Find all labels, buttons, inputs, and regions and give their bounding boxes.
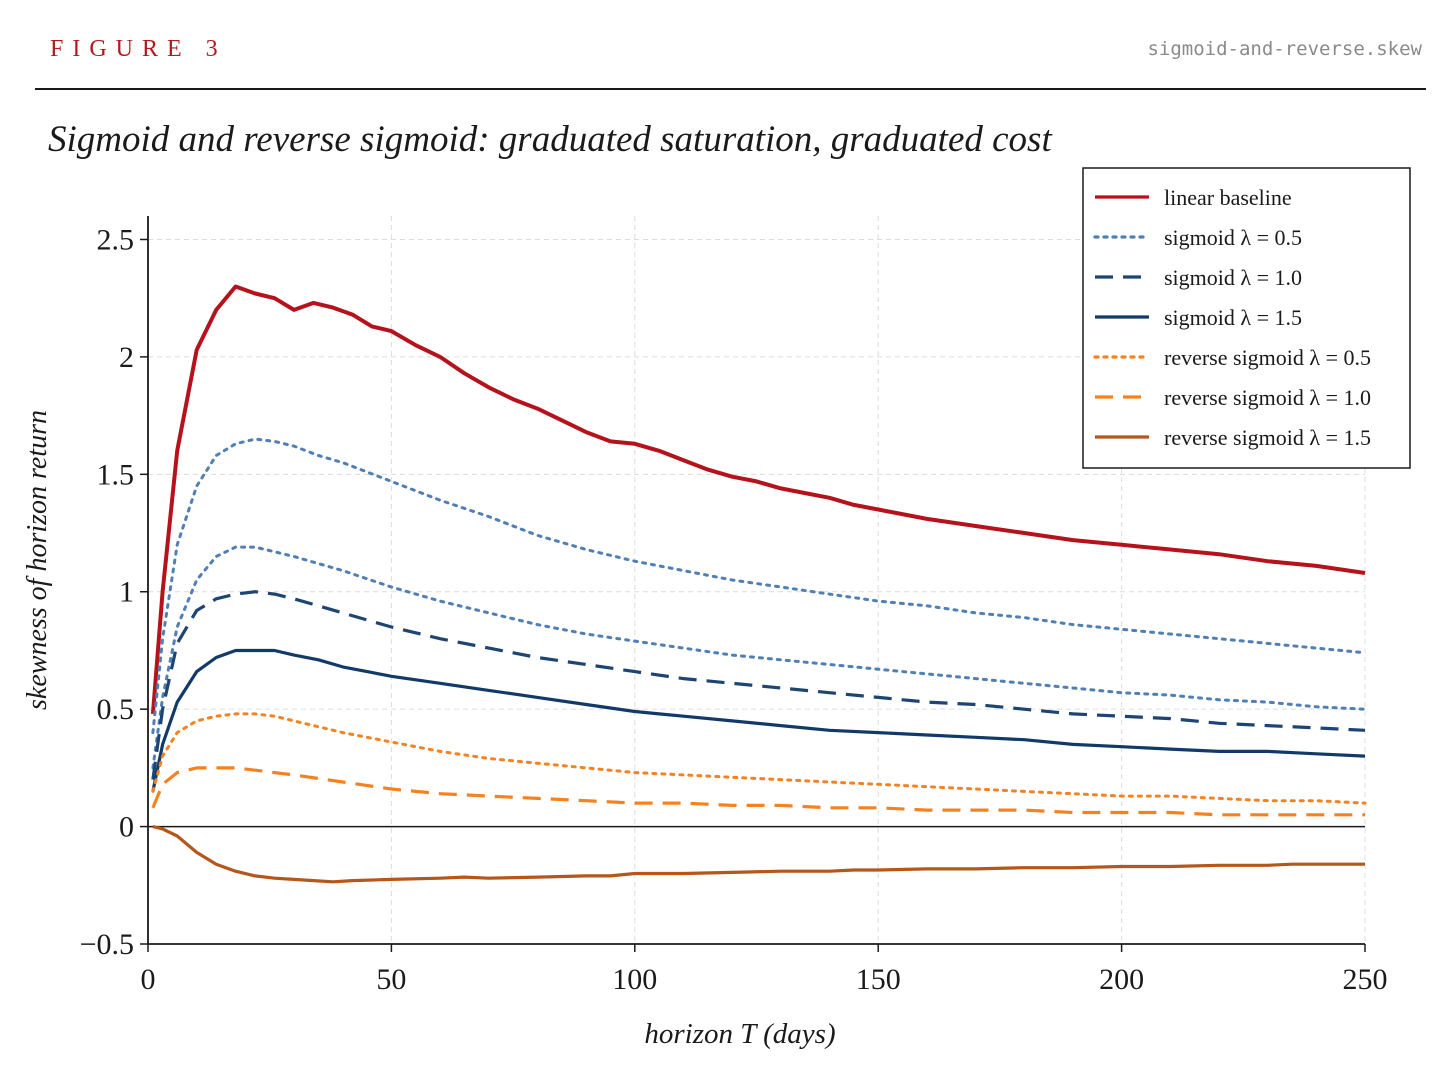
series-line-6	[151, 766, 1365, 817]
series-line-4	[151, 648, 1366, 792]
x-tick-label: 0	[141, 963, 156, 996]
legend-entry-label: sigmoid λ = 1.0	[1164, 265, 1302, 290]
series-line-0	[150, 284, 1366, 715]
header-rule	[35, 88, 1426, 90]
y-tick-label: −0.5	[80, 928, 134, 961]
legend-entry-label: reverse sigmoid λ = 1.0	[1164, 385, 1371, 410]
x-tick-label: 50	[376, 963, 406, 996]
legend-entry-label: reverse sigmoid λ = 0.5	[1164, 345, 1371, 370]
y-tick-label: 0.5	[97, 693, 135, 726]
series-line-3	[151, 590, 1366, 780]
series-line-5	[151, 712, 1367, 805]
x-tick-label: 150	[856, 963, 901, 996]
axes: 0 50 100 150 200 250−0.500.511.522.5	[80, 216, 1388, 996]
y-tick-label: 1.5	[97, 458, 135, 491]
y-axis-label: skewness of horizon return	[22, 410, 53, 710]
chart-title: Sigmoid and reverse sigmoid: graduated s…	[48, 119, 1052, 160]
legend-entry-label: reverse sigmoid λ = 1.5	[1164, 425, 1371, 450]
x-tick-label: 200	[1099, 963, 1144, 996]
legend-entry-label: sigmoid λ = 0.5	[1164, 225, 1302, 250]
y-tick-label: 0	[119, 811, 134, 844]
series-line-7	[152, 825, 1365, 884]
figure-label: FIGURE 3	[50, 36, 227, 62]
series-line-2	[151, 545, 1367, 770]
filename-label: sigmoid-and-reverse.skew	[1147, 38, 1422, 60]
series-lines	[150, 284, 1367, 884]
x-axis-label: horizon T (days)	[644, 1018, 835, 1050]
legend: linear baseline sigmoid λ = 0.5 sigmoid λ …	[1082, 167, 1411, 469]
y-tick-label: 1	[119, 576, 134, 609]
x-tick-label: 100	[612, 963, 657, 996]
grid	[147, 216, 1366, 945]
legend-entry-label: linear baseline	[1164, 185, 1292, 210]
y-tick-label: 2	[119, 341, 134, 374]
y-tick-label: 2.5	[97, 223, 135, 256]
legend-entry-label: sigmoid λ = 1.5	[1164, 305, 1302, 330]
x-tick-label: 250	[1343, 963, 1388, 996]
series-line-1	[151, 437, 1367, 735]
